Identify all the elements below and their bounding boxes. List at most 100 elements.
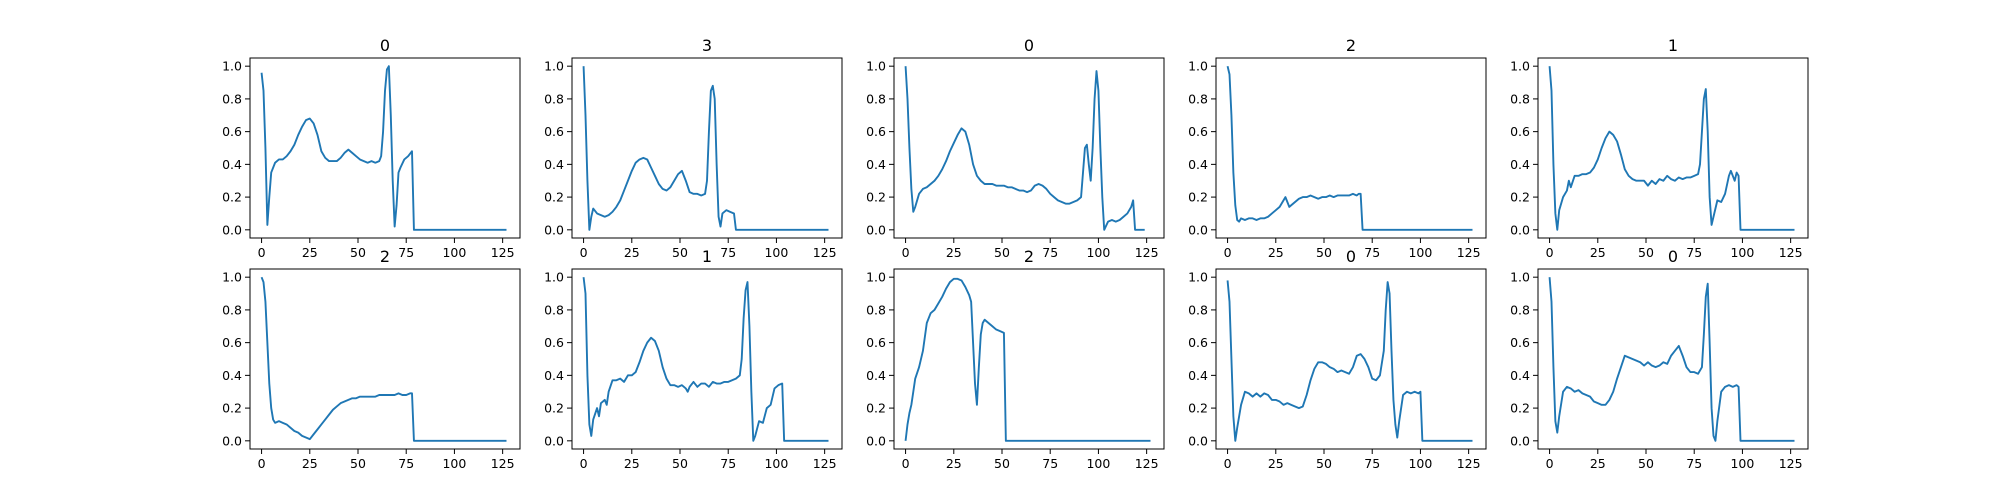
y-tick-label: 0.2 [222,401,242,416]
x-tick-label: 125 [1779,245,1803,260]
subplot-5: 0 25 50 75 100 125 0.0 0.2 0.4 0.6 0.8 1.0 1 [1510,36,1809,260]
y-tick-label: 0.0 [1510,222,1530,237]
x-tick-label: 100 [1086,245,1110,260]
y-tick-label: 0.2 [1188,401,1208,416]
y-tick-label: 0.0 [866,222,886,237]
x-tick-label: 100 [1730,456,1754,471]
x-tick-label: 100 [1408,245,1432,260]
series-line [260,65,507,231]
subplot-title: 0 [1346,247,1356,266]
subplot-10: 0 25 50 75 100 125 0.0 0.2 0.4 0.6 0.8 1.0 0 [1510,247,1809,471]
x-tick-label: 25 [946,245,962,260]
y-tick-label: 0.8 [222,302,242,317]
y-tick-label: 0.8 [866,302,886,317]
x-tick-label: 125 [1135,456,1159,471]
series-line [904,66,1145,231]
axes-frame [571,57,843,239]
x-tick-label: 100 [442,456,466,471]
y-tick-label: 0.8 [222,91,242,106]
y-tick-label: 0.0 [866,433,886,448]
y-tick-label: 0.4 [1510,157,1530,172]
x-tick-label: 100 [764,456,788,471]
y-tick-label: 1.0 [544,270,564,285]
y-tick-label: 0.0 [1188,222,1208,237]
x-tick-label: 25 [946,456,962,471]
series-line [1226,280,1473,442]
x-tick-label: 50 [994,456,1010,471]
x-tick-label: 75 [1364,245,1380,260]
series-line [582,277,829,442]
x-tick-label: 75 [1686,245,1702,260]
series-line [260,276,507,442]
y-tick-label: 0.8 [1510,302,1530,317]
x-tick-label: 125 [1457,245,1481,260]
x-tick-label: 0 [1546,456,1554,471]
subplot-title: 2 [1024,247,1034,266]
y-tick-label: 0.8 [1188,302,1208,317]
x-tick-label: 125 [1135,245,1159,260]
y-tick-label: 0.6 [222,124,242,139]
y-tick-label: 0.4 [222,157,242,172]
y-tick-label: 0.8 [1188,91,1208,106]
x-tick-label: 75 [720,245,736,260]
subplot-title: 3 [702,36,712,55]
axes-frame [893,57,1165,239]
x-tick-label: 50 [1316,456,1332,471]
axes-frame [571,268,843,450]
x-tick-label: 75 [398,456,414,471]
x-tick-label: 75 [720,456,736,471]
y-tick-label: 1.0 [866,270,886,285]
axes-frame [1537,57,1809,239]
y-tick-label: 0.6 [544,124,564,139]
y-tick-label: 0.0 [1188,433,1208,448]
x-tick-label: 0 [1224,245,1232,260]
y-tick-label: 1.0 [866,59,886,74]
x-tick-label: 50 [672,456,688,471]
y-tick-label: 0.6 [866,124,886,139]
y-tick-label: 0.8 [866,91,886,106]
x-tick-label: 50 [994,245,1010,260]
y-tick-label: 0.2 [544,190,564,205]
x-tick-label: 100 [1086,456,1110,471]
y-tick-label: 1.0 [1188,59,1208,74]
x-tick-label: 50 [1316,245,1332,260]
y-tick-label: 0.0 [222,222,242,237]
y-tick-label: 1.0 [222,59,242,74]
subplot-1: 0 25 50 75 100 125 0.0 0.2 0.4 0.6 0.8 1.0 0 [222,36,521,260]
x-tick-label: 125 [813,245,837,260]
subplot-9: 0 25 50 75 100 125 0.0 0.2 0.4 0.6 0.8 1.0 0 [1188,247,1487,471]
y-tick-label: 0.8 [544,302,564,317]
x-tick-label: 100 [764,245,788,260]
series-line [1226,65,1473,231]
y-tick-label: 0.6 [222,335,242,350]
y-tick-label: 0.6 [1510,124,1530,139]
y-tick-label: 0.6 [1510,335,1530,350]
subplot-6: 0 25 50 75 100 125 0.0 0.2 0.4 0.6 0.8 1.0 2 [222,247,521,471]
y-tick-label: 0.0 [222,433,242,448]
x-tick-label: 25 [1268,245,1284,260]
x-tick-label: 75 [1686,456,1702,471]
y-tick-label: 0.0 [544,433,564,448]
x-tick-label: 0 [902,456,910,471]
y-tick-label: 0.4 [1188,157,1208,172]
x-tick-label: 125 [1457,456,1481,471]
subplot-8: 0 25 50 75 100 125 0.0 0.2 0.4 0.6 0.8 1.0 2 [866,247,1165,471]
x-tick-label: 25 [302,456,318,471]
subplot-7: 0 25 50 75 100 125 0.0 0.2 0.4 0.6 0.8 1.0 1 [544,247,843,471]
x-tick-label: 0 [580,456,588,471]
subplot-title: 2 [380,247,390,266]
series-line [1548,277,1795,442]
x-tick-label: 0 [1546,245,1554,260]
subplot-3: 0 25 50 75 100 125 0.0 0.2 0.4 0.6 0.8 1.0 0 [866,36,1165,260]
axes-frame [1537,268,1809,450]
series-line [582,66,829,231]
x-tick-label: 50 [672,245,688,260]
x-tick-label: 125 [491,456,515,471]
axes-frame [1215,57,1487,239]
y-tick-label: 1.0 [222,270,242,285]
subplot-4: 0 25 50 75 100 125 0.0 0.2 0.4 0.6 0.8 1.0 2 [1188,36,1487,260]
y-tick-label: 0.2 [866,401,886,416]
y-tick-label: 0.4 [544,157,564,172]
y-tick-label: 0.6 [866,335,886,350]
